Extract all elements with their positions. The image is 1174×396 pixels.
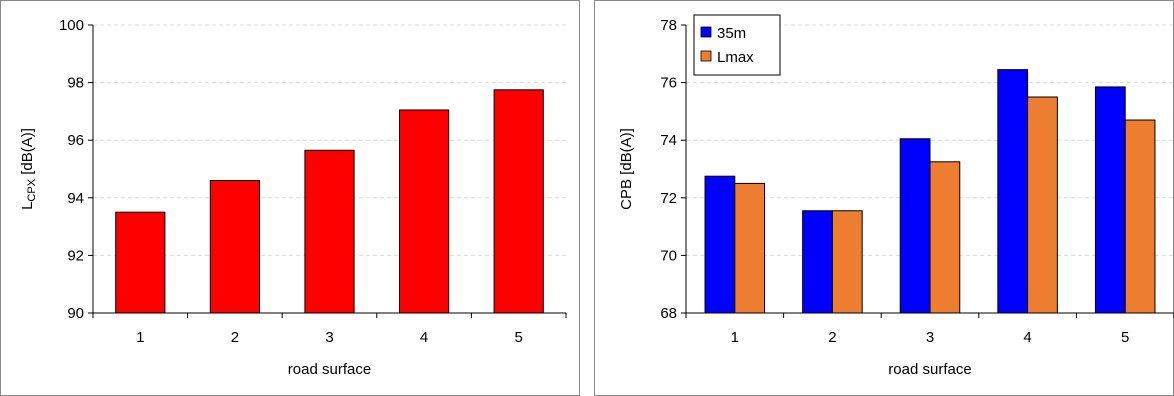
chart1-y-tick-label: 72 [660, 190, 677, 207]
chart1-legend-label-1: Lmax [717, 49, 754, 66]
chart1-y-tick-label: 78 [660, 17, 677, 34]
chart0-x-tick-label: 4 [420, 329, 428, 346]
chart-lcpx: 90 92 94 96 98 100 1 2 3 4 5 road surface LCPX [dB(A… [0, 0, 580, 396]
chart1-bar-s0-c2 [802, 210, 833, 314]
chart0-y-tick-label: 100 [59, 17, 84, 34]
chart0-bar-s0-c3 [304, 149, 355, 314]
chart1-x-axis-label: road surface [888, 361, 971, 378]
chart0-bar-s0-c2 [209, 180, 260, 314]
chart-lcpx-svg: 90 92 94 96 98 100 1 2 3 4 5 road surface LCPX [dB(A… [0, 0, 580, 396]
chart0-bar-s0-c4 [399, 109, 450, 314]
chart1-bar-s1-c2 [831, 210, 863, 314]
chart-cpb-svg: 68 70 72 74 76 78 1 2 3 4 5 road surface CPB [dB(A)]… [594, 0, 1174, 396]
chart0-bar-s0-c5 [493, 89, 544, 314]
chart1-x-tick-label: 3 [926, 329, 934, 346]
chart1-bar-s1-c1 [734, 182, 766, 314]
chart1-bar-s1-c4 [1027, 96, 1058, 314]
chart0-y-tick-label: 92 [67, 247, 84, 264]
chart1-bar-s0-c3 [899, 138, 931, 314]
chart1-x-tick-label: 2 [828, 329, 836, 346]
chart1-x-tick-label: 4 [1023, 329, 1031, 346]
chart1-x-tick-label: 1 [731, 329, 739, 346]
chart0-x-axis-label: road surface [288, 361, 371, 378]
chart0-y-tick-label: 96 [67, 132, 84, 149]
chart1-legend-label-0: 35m [717, 25, 746, 42]
chart0-x-tick-label: 3 [325, 329, 333, 346]
chart0-y-tick-label: 90 [67, 305, 84, 322]
chart1-bar-s1-c5 [1124, 119, 1156, 314]
chart1-bar-s0-c5 [1094, 86, 1126, 314]
chart0-y-axis-label: LCPX [dB(A)] [19, 128, 38, 210]
chart1-y-tick-label: 68 [660, 305, 677, 322]
chart1-legend-box [693, 14, 781, 76]
chart-cpb: 68 70 72 74 76 78 1 2 3 4 5 road surface CPB [dB(A)]… [594, 0, 1174, 396]
chart1-bar-s0-c4 [997, 69, 1029, 314]
chart1-y-axis-label: CPB [dB(A)] [618, 128, 635, 210]
chart0-y-tick-label: 94 [67, 190, 84, 207]
chart1-legend-swatch-1 [700, 50, 712, 62]
chart0-bar-s0-c1 [115, 211, 166, 314]
chart1-x-tick-label: 5 [1121, 329, 1129, 346]
chart0-x-tick-label: 2 [231, 329, 239, 346]
chart0-x-tick-label: 1 [136, 329, 144, 346]
chart1-bar-s1-c3 [929, 161, 961, 314]
chart1-y-tick-label: 74 [660, 132, 677, 149]
chart0-y-tick-label: 98 [67, 75, 84, 92]
chart1-y-tick-label: 76 [660, 75, 677, 92]
chart1-y-tick-label: 70 [660, 247, 677, 264]
chart1-legend-swatch-0 [700, 26, 712, 38]
chart1-bar-s0-c1 [704, 175, 736, 314]
chart0-x-tick-label: 5 [515, 329, 523, 346]
